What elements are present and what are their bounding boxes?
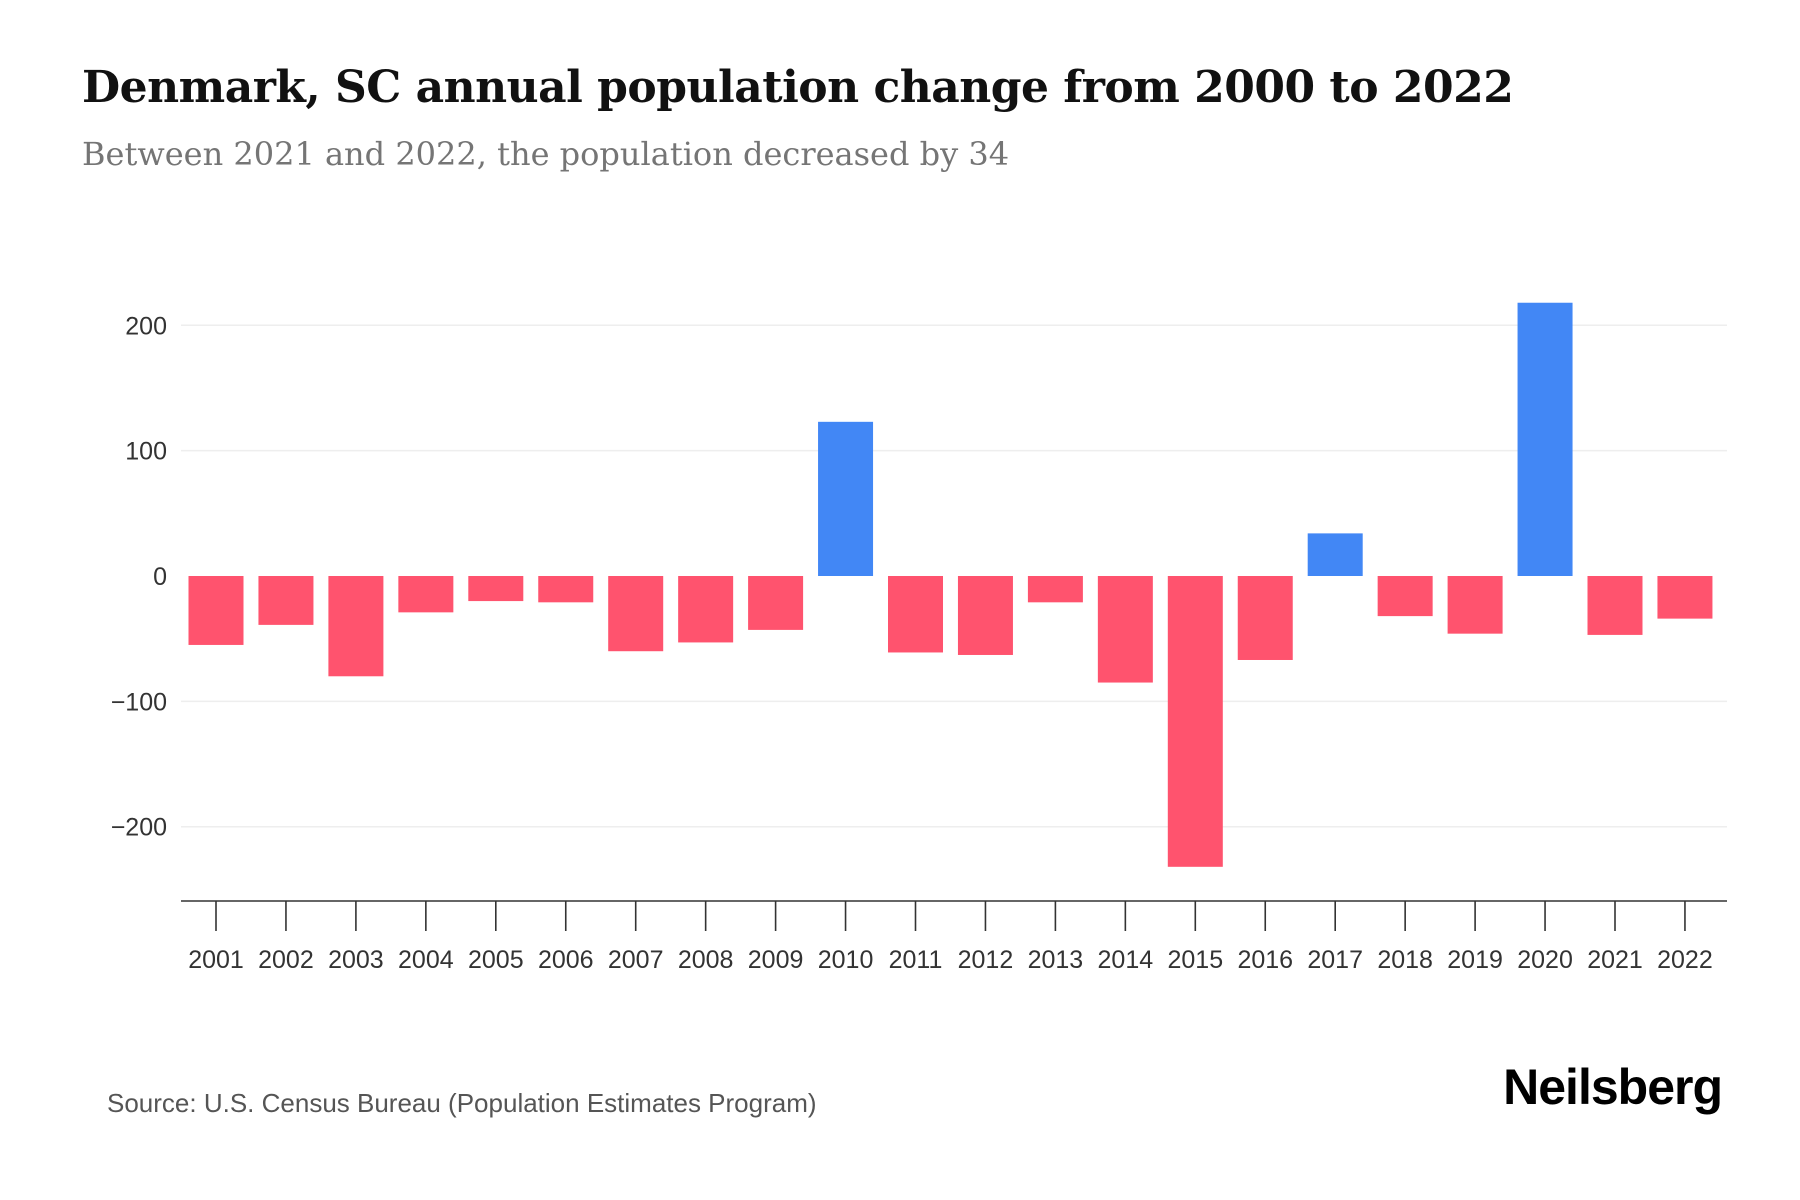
- x-tick-label: 2005: [468, 946, 524, 974]
- x-tick-label: 2006: [538, 946, 594, 974]
- chart-subtitle: Between 2021 and 2022, the population de…: [82, 135, 1010, 173]
- bar-2005: [468, 576, 524, 602]
- source-note: Source: U.S. Census Bureau (Population E…: [107, 1088, 817, 1118]
- neilsberg-logo: Neilsberg: [1503, 1059, 1723, 1115]
- y-tick-label: −100: [111, 688, 167, 716]
- bar-2007: [608, 576, 664, 652]
- bar-2017: [1307, 533, 1363, 576]
- y-axis-labels: 200 100 0 −100 −200: [111, 312, 167, 841]
- bar-2012: [957, 576, 1013, 655]
- x-tick-label: 2002: [258, 946, 314, 974]
- bar-2001: [188, 576, 244, 645]
- x-tick-label: 2004: [398, 946, 454, 974]
- y-tick-label: −200: [111, 814, 167, 842]
- x-tick-label: 2019: [1447, 946, 1503, 974]
- x-tick-label: 2020: [1517, 946, 1573, 974]
- bar-2019: [1447, 576, 1503, 634]
- x-tick-label: 2011: [889, 946, 943, 974]
- x-tick-label: 2018: [1377, 946, 1433, 974]
- bar-2022: [1657, 576, 1713, 619]
- bar-2008: [678, 576, 734, 643]
- bar-2014: [1097, 576, 1153, 683]
- x-tick-label: 2012: [958, 946, 1014, 974]
- bar-2021: [1587, 576, 1643, 635]
- bar-2002: [258, 576, 314, 625]
- x-tick-label: 2021: [1587, 946, 1643, 974]
- bar-2006: [538, 576, 594, 603]
- x-tick-label: 2015: [1167, 946, 1223, 974]
- chart-title: Denmark, SC annual population change fro…: [82, 62, 1514, 113]
- x-tick-label: 2009: [748, 946, 804, 974]
- bar-2015: [1167, 576, 1223, 867]
- x-tick-label: 2013: [1028, 946, 1084, 974]
- bar-2003: [328, 576, 384, 677]
- y-tick-label: 200: [125, 312, 167, 340]
- bars: [188, 302, 1713, 867]
- bar-2004: [398, 576, 454, 613]
- bar-2010: [818, 421, 874, 576]
- bar-2016: [1237, 576, 1293, 660]
- x-tick-label: 2017: [1307, 946, 1363, 974]
- bar-2013: [1027, 576, 1083, 603]
- x-tick-label: 2010: [818, 946, 874, 974]
- bar-2009: [748, 576, 804, 630]
- y-tick-label: 0: [153, 563, 167, 591]
- x-tick-label: 2016: [1237, 946, 1293, 974]
- x-tick-label: 2014: [1098, 946, 1154, 974]
- x-tick-label: 2008: [678, 946, 734, 974]
- x-tick-label: 2001: [188, 946, 244, 974]
- gridlines: [181, 324, 1727, 828]
- x-tick-label: 2007: [608, 946, 664, 974]
- bar-2018: [1377, 576, 1433, 617]
- x-tick-label: 2022: [1657, 946, 1713, 974]
- bar-2020: [1517, 302, 1573, 576]
- x-axis: 2001 2002 2003 2004 2005 2006 2007 2008 2009 2010…: [181, 900, 1727, 974]
- bar-2011: [888, 576, 943, 653]
- x-tick-label: 2003: [328, 946, 384, 974]
- y-tick-label: 100: [125, 438, 167, 466]
